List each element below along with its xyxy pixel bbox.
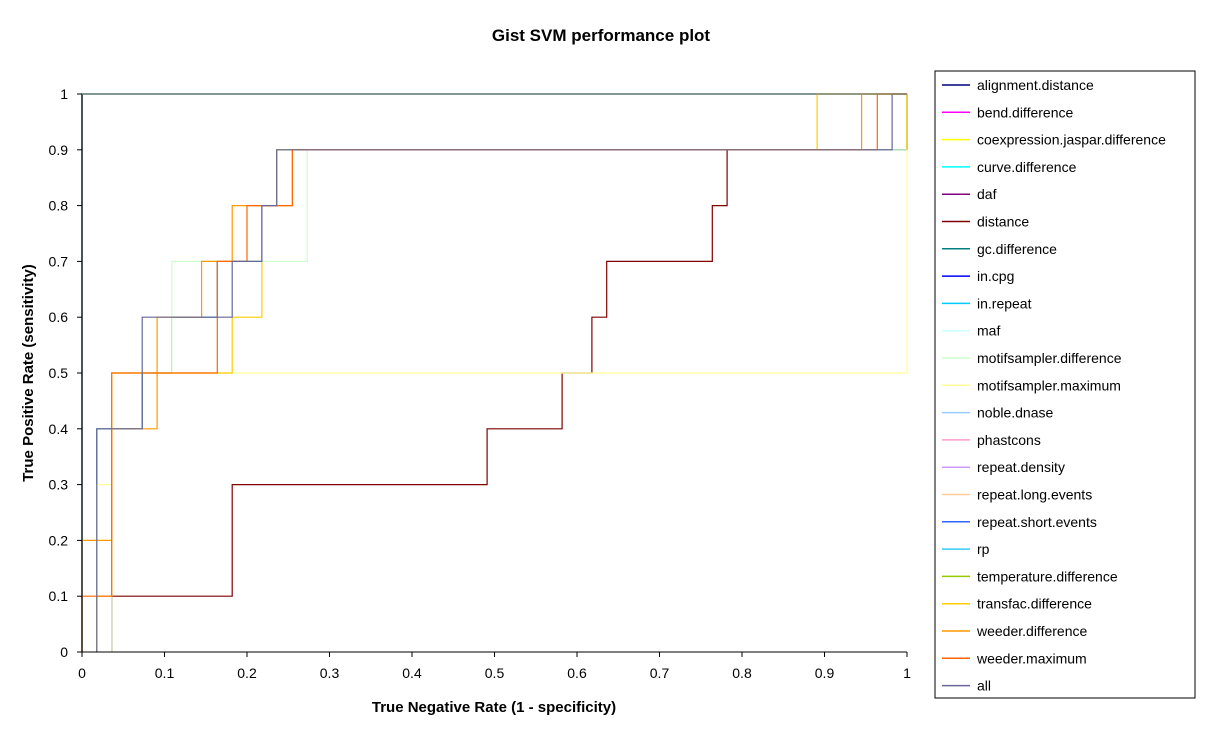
- x-tick-label: 0.7: [650, 665, 670, 681]
- legend-label: curve.difference: [977, 159, 1077, 175]
- legend-label: repeat.short.events: [977, 514, 1097, 530]
- legend-label: transfac.difference: [977, 596, 1092, 612]
- series-line-all: [96, 93, 907, 652]
- y-tick-label: 0.4: [49, 421, 69, 437]
- x-tick-label: 1: [903, 665, 911, 681]
- legend-label: motifsampler.maximum: [977, 377, 1121, 393]
- legend-label: bend.difference: [977, 104, 1073, 120]
- y-tick-label: 0.2: [49, 532, 69, 548]
- legend-label: repeat.long.events: [977, 487, 1092, 503]
- y-tick-label: 1: [60, 86, 68, 102]
- y-tick-label: 0.7: [49, 253, 69, 269]
- legend-label: temperature.difference: [977, 568, 1118, 584]
- legend-label: distance: [977, 214, 1029, 230]
- legend-label: repeat.density: [977, 459, 1065, 475]
- legend-items: alignment.distance bend.difference coexpre…: [942, 77, 1166, 694]
- x-tick-label: 0.1: [155, 665, 175, 681]
- y-tick-label: 0.5: [49, 365, 69, 381]
- legend-label: rp: [977, 541, 990, 557]
- legend-label: weeder.difference: [976, 623, 1087, 639]
- x-ticks: 0 0.1 0.2 0.3 0.4 0.5 0.6 0.7 0.8 0.9 1: [78, 652, 911, 681]
- y-axis-label: True Positive Rate (sensitivity): [20, 264, 37, 482]
- x-tick-label: 0.3: [320, 665, 340, 681]
- legend-label: weeder.maximum: [976, 650, 1087, 666]
- chart-title: Gist SVM performance plot: [492, 26, 711, 45]
- x-tick-label: 0.8: [732, 665, 752, 681]
- series-line-distance: [111, 94, 908, 652]
- legend-label: alignment.distance: [977, 77, 1094, 93]
- legend-label: in.repeat: [977, 295, 1032, 311]
- x-tick-label: 0.9: [815, 665, 835, 681]
- y-tick-label: 0.6: [49, 309, 69, 325]
- y-tick-label: 0.1: [49, 588, 69, 604]
- legend: alignment.distance bend.difference coexpre…: [934, 70, 1196, 699]
- legend-label: motifsampler.difference: [977, 350, 1122, 366]
- y-ticks: 0 0.1 0.2 0.3 0.4 0.5 0.6 0.7 0.8 0.9 1: [49, 86, 82, 660]
- legend-label: in.cpg: [977, 268, 1014, 284]
- x-axis-label: True Negative Rate (1 - specificity): [372, 699, 616, 716]
- x-tick-label: 0.5: [485, 665, 505, 681]
- y-tick-label: 0.9: [49, 142, 69, 158]
- x-tick-label: 0.4: [402, 665, 422, 681]
- x-tick-label: 0: [78, 665, 86, 681]
- legend-box: [934, 70, 1196, 699]
- legend-label: coexpression.jaspar.difference: [977, 132, 1166, 148]
- legend-label: daf: [977, 186, 997, 202]
- y-tick-label: 0.3: [49, 477, 69, 493]
- x-tick-label: 0.2: [237, 665, 257, 681]
- legend-label: all: [977, 678, 991, 694]
- legend-label: gc.difference: [977, 241, 1057, 257]
- legend-label: maf: [977, 323, 1000, 339]
- y-tick-label: 0.8: [49, 198, 69, 214]
- plot-area: 0 0.1 0.2 0.3 0.4 0.5 0.6 0.7 0.8 0.9 1 0 0.1 0.2 0.3…: [49, 86, 912, 681]
- legend-label: noble.dnase: [977, 405, 1054, 421]
- legend-label: phastcons: [977, 432, 1041, 448]
- x-tick-label: 0.6: [567, 665, 587, 681]
- y-tick-label: 0: [60, 644, 68, 660]
